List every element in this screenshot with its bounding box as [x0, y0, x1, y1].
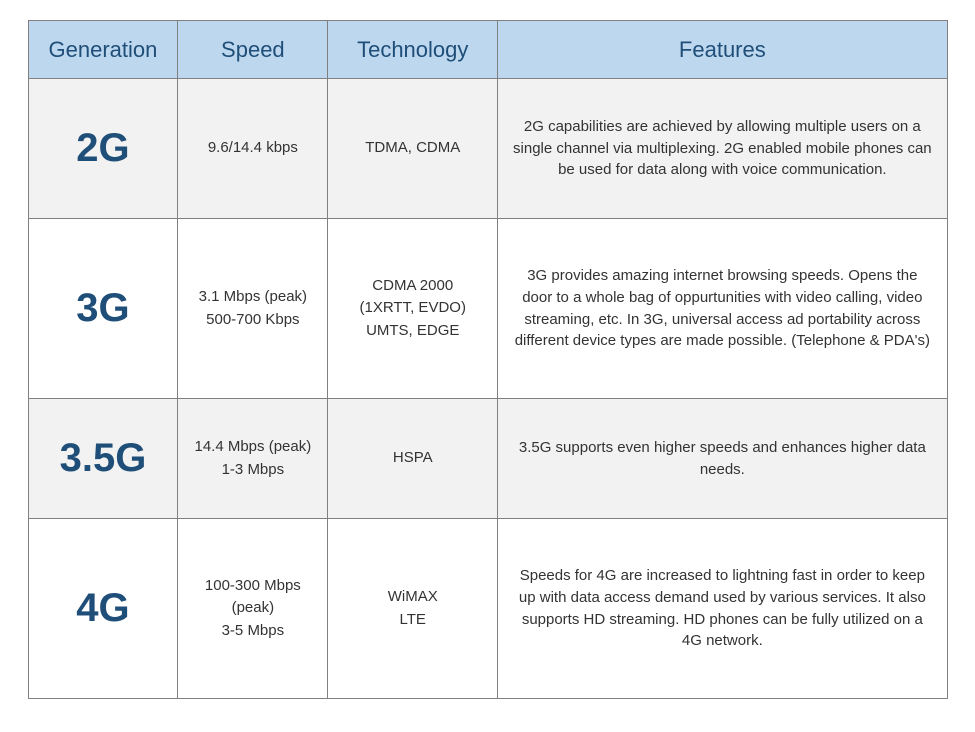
- cell-generation: 3G: [28, 219, 178, 399]
- cell-speed: 14.4 Mbps (peak) 1-3 Mbps: [178, 399, 328, 519]
- speed-line: 500-700 Kbps: [186, 309, 319, 332]
- cell-features: Speeds for 4G are increased to lightning…: [498, 519, 947, 699]
- speed-line: 3-5 Mbps: [186, 620, 319, 643]
- speed-line: 14.4 Mbps (peak): [186, 436, 319, 459]
- cell-technology: TDMA, CDMA: [328, 79, 498, 219]
- col-header-features: Features: [498, 21, 947, 79]
- cell-features: 2G capabilities are achieved by allowing…: [498, 79, 947, 219]
- table-row: 4G 100-300 Mbps (peak) 3-5 Mbps WiMAX LT…: [28, 519, 947, 699]
- cell-generation: 2G: [28, 79, 178, 219]
- speed-line: 100-300 Mbps (peak): [186, 575, 319, 620]
- cell-features: 3.5G supports even higher speeds and enh…: [498, 399, 947, 519]
- cell-technology: WiMAX LTE: [328, 519, 498, 699]
- col-header-speed: Speed: [178, 21, 328, 79]
- table-row: 3G 3.1 Mbps (peak) 500-700 Kbps CDMA 200…: [28, 219, 947, 399]
- cell-features: 3G provides amazing internet browsing sp…: [498, 219, 947, 399]
- cell-generation: 4G: [28, 519, 178, 699]
- cell-technology: CDMA 2000 (1XRTT, EVDO) UMTS, EDGE: [328, 219, 498, 399]
- tech-line: CDMA 2000: [336, 275, 489, 298]
- tech-line: LTE: [336, 609, 489, 632]
- speed-line: 3.1 Mbps (peak): [186, 286, 319, 309]
- speed-line: 1-3 Mbps: [186, 459, 319, 482]
- tech-line: WiMAX: [336, 586, 489, 609]
- cell-generation: 3.5G: [28, 399, 178, 519]
- table-row: 2G 9.6/14.4 kbps TDMA, CDMA 2G capabilit…: [28, 79, 947, 219]
- tech-line: TDMA, CDMA: [336, 137, 489, 160]
- tech-line: UMTS, EDGE: [336, 320, 489, 343]
- tech-line: HSPA: [336, 447, 489, 470]
- cell-speed: 9.6/14.4 kbps: [178, 79, 328, 219]
- speed-line: 9.6/14.4 kbps: [186, 137, 319, 160]
- col-header-technology: Technology: [328, 21, 498, 79]
- col-header-generation: Generation: [28, 21, 178, 79]
- cell-speed: 3.1 Mbps (peak) 500-700 Kbps: [178, 219, 328, 399]
- cell-technology: HSPA: [328, 399, 498, 519]
- generations-table: Generation Speed Technology Features 2G …: [28, 20, 948, 699]
- tech-line: (1XRTT, EVDO): [336, 297, 489, 320]
- cell-speed: 100-300 Mbps (peak) 3-5 Mbps: [178, 519, 328, 699]
- table-header-row: Generation Speed Technology Features: [28, 21, 947, 79]
- table-row: 3.5G 14.4 Mbps (peak) 1-3 Mbps HSPA 3.5G…: [28, 399, 947, 519]
